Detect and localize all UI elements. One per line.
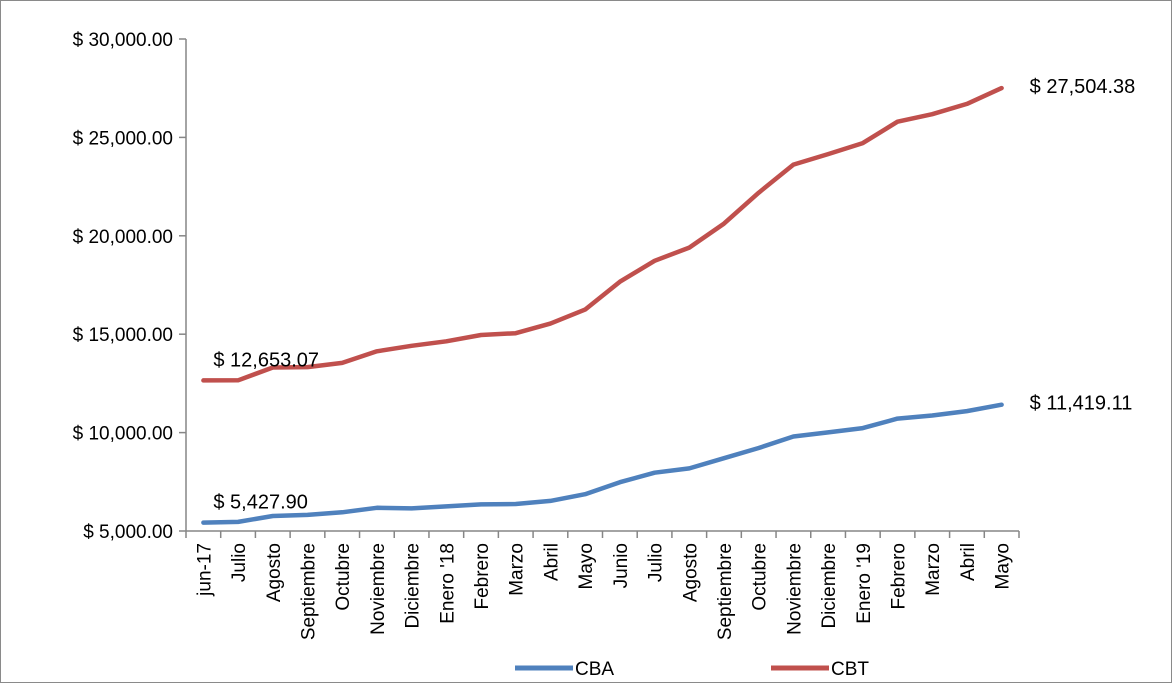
data-point-cba	[548, 499, 552, 503]
data-point-cba	[930, 413, 934, 417]
data-point-cbt	[340, 361, 344, 365]
data-label-cba: $ 5,427.90	[213, 492, 308, 514]
data-point-cba	[722, 456, 726, 460]
x-tick-label: Marzo	[507, 543, 528, 596]
x-tick-label: Mayo	[993, 543, 1014, 589]
data-point-cba	[479, 502, 483, 506]
data-point-cba	[340, 510, 344, 514]
data-point-cbt	[548, 322, 552, 326]
data-point-cba	[375, 506, 379, 510]
data-labels: $ 12,653.07 $ 27,504.38 $ 5,427.90 $ 11,419…	[213, 76, 1135, 513]
data-point-cba	[618, 480, 622, 484]
data-point-cba	[236, 520, 240, 524]
data-point-cba	[514, 502, 518, 506]
data-point-cba	[965, 409, 969, 413]
x-tick-label: Agosto	[264, 543, 285, 602]
data-point-cbt	[618, 280, 622, 284]
data-point-cbt	[930, 112, 934, 116]
data-point-cbt	[757, 191, 761, 195]
data-point-cbt	[896, 120, 900, 124]
data-point-cbt	[722, 222, 726, 226]
x-tick-label: Diciembre	[403, 543, 424, 629]
y-tick-label: $ 20,000.00	[73, 227, 173, 248]
data-point-cba	[826, 430, 830, 434]
x-tick-label: Febrero	[472, 543, 493, 610]
data-point-cbt	[687, 246, 691, 250]
x-tick-label: Mayo	[576, 543, 597, 589]
x-axis: jun-17 Julio Agosto Septiembre Octubre Noviem…	[185, 530, 1020, 640]
data-label-cbt: $ 27,504.38	[1030, 76, 1136, 98]
x-tick-label: Enero '18	[437, 543, 458, 624]
data-point-cbt	[444, 339, 448, 343]
data-point-cba	[583, 492, 587, 496]
x-tick-label: Septiembre	[298, 543, 319, 640]
x-tick-label: Noviembre	[784, 543, 805, 635]
series-line-cbt	[201, 85, 1004, 383]
series-lines	[201, 85, 1004, 525]
data-point-cbt	[410, 344, 414, 348]
data-point-cba	[653, 471, 657, 475]
x-tick-label: Noviembre	[368, 543, 389, 635]
x-tick-label: jun-17	[194, 543, 215, 597]
data-point-cba	[896, 417, 900, 421]
y-tick-label: $ 30,000.00	[73, 30, 173, 51]
x-tick-label: Marzo	[923, 543, 944, 596]
x-tick-label: Febrero	[889, 543, 910, 610]
legend: CBA CBT	[515, 659, 869, 680]
data-point-cba	[201, 521, 205, 525]
data-point-cba	[687, 466, 691, 470]
data-point-cba	[757, 446, 761, 450]
x-tick-label: Enero '19	[854, 543, 875, 624]
data-point-cbt	[861, 141, 865, 145]
x-tick-label: Abril	[958, 543, 979, 581]
x-tick-label: Julio	[646, 543, 667, 582]
y-tick-label: $ 10,000.00	[73, 424, 173, 445]
data-point-cbt	[1000, 86, 1004, 90]
data-label-cba: $ 11,419.11	[1030, 393, 1133, 415]
data-point-cbt	[965, 102, 969, 106]
data-label-cbt: $ 12,653.07	[213, 349, 319, 371]
data-point-cbt	[514, 331, 518, 335]
x-tick-label: Agosto	[680, 543, 701, 602]
data-point-cba	[271, 514, 275, 518]
data-point-cbt	[791, 163, 795, 167]
data-point-cbt	[583, 308, 587, 312]
x-tick-label: Junio	[611, 543, 632, 588]
data-point-cba	[410, 506, 414, 510]
series-line-cba	[201, 402, 1004, 525]
y-tick-label: $ 5,000.00	[83, 522, 173, 543]
y-tick-label: $ 25,000.00	[73, 128, 173, 149]
x-tick-label: Octubre	[750, 543, 771, 611]
data-point-cba	[791, 435, 795, 439]
data-point-cbt	[826, 152, 830, 156]
x-tick-label: Octubre	[333, 543, 354, 611]
data-point-cbt	[201, 378, 205, 382]
x-tick-label: Julio	[229, 543, 250, 582]
data-point-cba	[1000, 403, 1004, 407]
x-tick-label: Diciembre	[819, 543, 840, 629]
data-point-cbt	[653, 259, 657, 263]
y-tick-label: $ 15,000.00	[73, 325, 173, 346]
data-point-cbt	[479, 333, 483, 337]
x-tick-label: Abril	[541, 543, 562, 581]
data-point-cbt	[236, 378, 240, 382]
y-axis: $ 5,000.00 $ 10,000.00 $ 15,000.00 $ 20,000…	[73, 30, 187, 543]
legend-label-cbt: CBT	[831, 659, 869, 680]
legend-label-cba: CBA	[575, 659, 614, 680]
data-point-cba	[444, 504, 448, 508]
data-point-cbt	[375, 349, 379, 353]
data-point-cba	[861, 426, 865, 430]
x-tick-label: Septiembre	[715, 543, 736, 640]
